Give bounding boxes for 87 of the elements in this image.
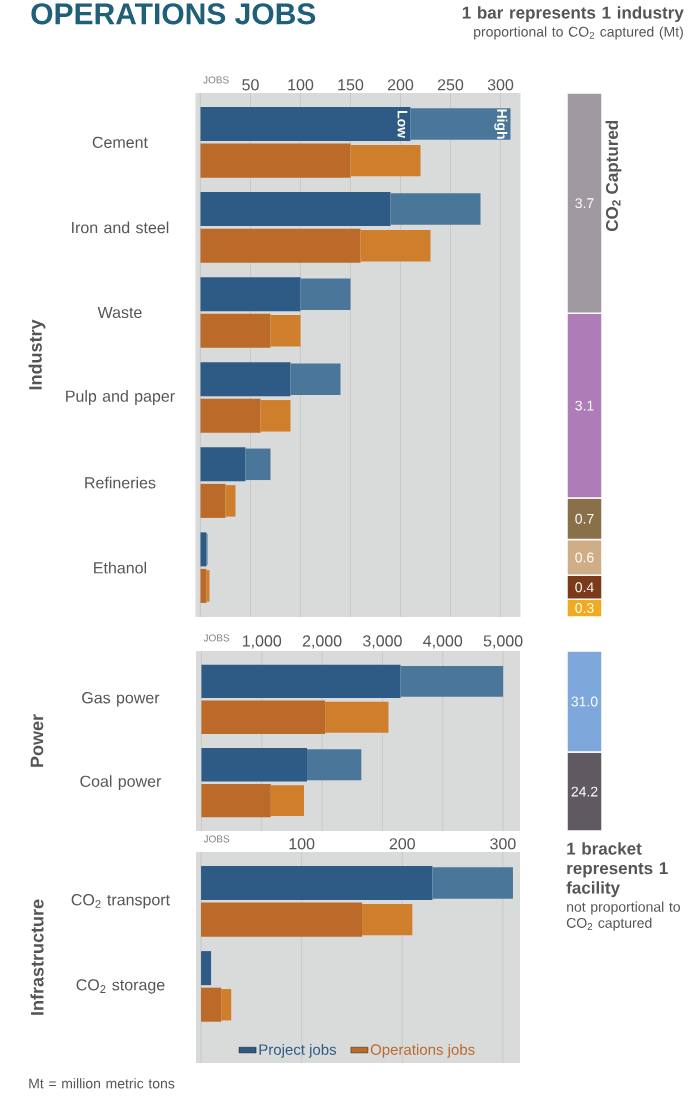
- bar: [201, 951, 212, 986]
- text: 1 bar represents 1 industry: [462, 6, 684, 23]
- y-axis-title: CO$_{2}$ Captured: [605, 120, 622, 232]
- bar: [200, 483, 226, 518]
- bar: [201, 987, 222, 1022]
- bar: [200, 568, 207, 603]
- x-tick-label: 200: [387, 79, 414, 91]
- data-label: 0.4: [575, 582, 594, 593]
- x-axis-title: JOBS: [203, 76, 229, 84]
- text: proportional to CO$_{2}$ captured (Mt): [474, 26, 683, 40]
- bar: [350, 144, 421, 177]
- bar: [201, 664, 401, 699]
- annotation: High: [494, 109, 508, 139]
- bar: [390, 193, 481, 225]
- chart-title: OPERATIONS JOBS: [31, 3, 316, 25]
- bar: [200, 362, 291, 397]
- data-label: 0.6: [575, 552, 594, 563]
- x-tick-label: 3,000: [363, 635, 402, 649]
- bar: [307, 749, 362, 781]
- y-tick-label: Coal power: [80, 775, 162, 791]
- y-axis-title: Infrastructure: [30, 899, 44, 1015]
- bar: [260, 400, 291, 432]
- bar: [432, 867, 513, 899]
- y-tick-label: CO$_{2}$ transport: [71, 894, 170, 909]
- bar: [201, 866, 433, 901]
- data-label: 0.3: [575, 603, 594, 614]
- y-axis-title: Industry: [28, 319, 46, 390]
- bar: [270, 785, 304, 816]
- bar: [200, 313, 271, 348]
- text: 1 bracket represents 1 facility: [566, 842, 668, 898]
- x-tick-label: 5,000: [483, 635, 523, 649]
- bar: [362, 903, 413, 936]
- bar: [410, 108, 511, 140]
- bar: [290, 363, 341, 395]
- bar: [206, 570, 210, 602]
- bar: [225, 485, 236, 517]
- x-tick-label: 300: [490, 838, 516, 850]
- data-label: 24.2: [571, 786, 598, 797]
- bar: [200, 143, 351, 178]
- bar: [201, 783, 271, 818]
- bar: [270, 315, 301, 347]
- x-axis-title: JOBS: [203, 835, 230, 843]
- bar: [221, 988, 232, 1021]
- bar: [300, 278, 351, 310]
- x-tick-label: 250: [437, 79, 464, 91]
- text: Mt = million metric tons: [29, 1078, 175, 1089]
- text: not proportional to CO$_{2}$ captured: [566, 901, 680, 931]
- annotation: Low: [397, 110, 408, 139]
- data-label: 0.7: [575, 513, 594, 524]
- legend-label: Project jobs: [259, 1043, 337, 1058]
- x-tick-label: 50: [242, 79, 259, 91]
- y-tick-label: Refineries: [85, 476, 156, 489]
- data-label: 3.7: [575, 198, 594, 209]
- bar: [200, 107, 411, 142]
- y-tick-label: Pulp and paper: [66, 390, 175, 405]
- bar: [201, 700, 326, 734]
- x-tick-label: 100: [289, 838, 315, 850]
- data-label: 31.0: [571, 696, 598, 707]
- bar: [200, 398, 261, 433]
- y-tick-label: Iron and steel: [72, 221, 169, 234]
- x-tick-label: 1,000: [242, 635, 282, 649]
- bar: [325, 701, 389, 733]
- y-tick-label: Gas power: [82, 692, 160, 707]
- bar: [360, 229, 431, 262]
- y-tick-label: Waste: [97, 306, 142, 319]
- bar: [400, 665, 504, 697]
- bar: [200, 192, 391, 227]
- bar: [201, 902, 363, 937]
- x-tick-label: 150: [338, 79, 364, 91]
- x-tick-label: 2,000: [302, 635, 342, 649]
- x-tick-label: 300: [487, 79, 514, 91]
- y-axis-title: Power: [30, 714, 44, 767]
- bar: [201, 748, 308, 782]
- x-tick-label: 200: [389, 838, 415, 850]
- legend-label: Operations jobs: [370, 1043, 475, 1058]
- bar: [200, 277, 301, 312]
- y-tick-label: Cement: [92, 136, 148, 148]
- y-tick-label: CO$_{2}$ storage: [76, 979, 165, 994]
- x-axis-title: JOBS: [203, 634, 230, 642]
- y-tick-label: Ethanol: [94, 561, 147, 574]
- x-tick-label: 100: [288, 79, 314, 91]
- bar: [245, 448, 271, 481]
- bar: [200, 532, 207, 567]
- bar: [200, 447, 246, 482]
- data-label: 3.1: [575, 400, 594, 411]
- bar: [200, 228, 361, 263]
- x-tick-label: 4,000: [423, 635, 463, 649]
